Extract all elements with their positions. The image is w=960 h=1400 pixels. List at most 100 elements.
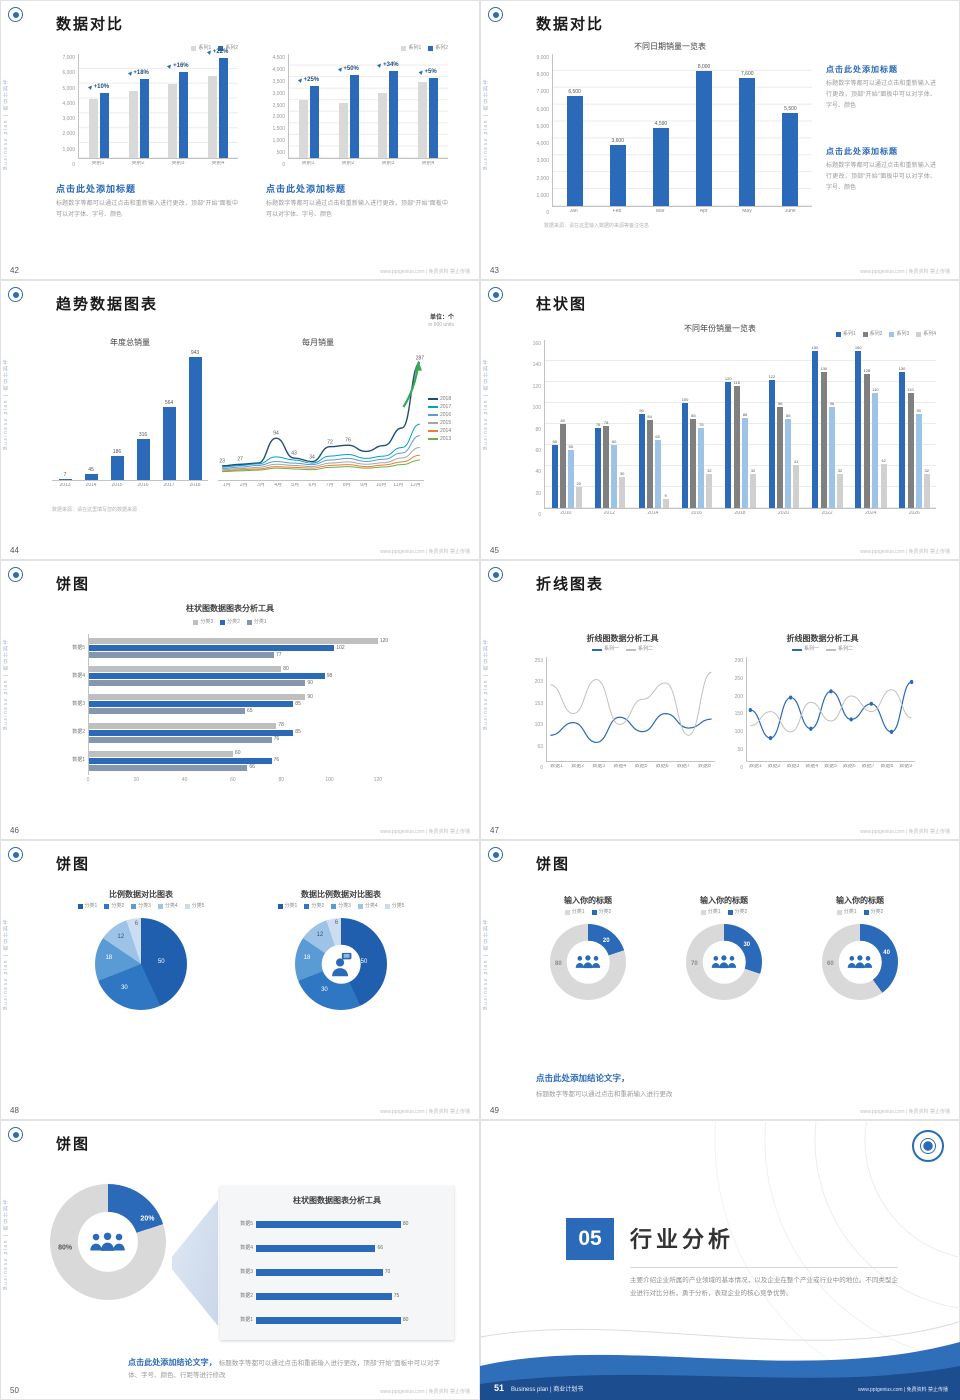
- grouped-bar-chart: 系列1 系列2 系列3 系列4 160 140 120 100 80 60 40 20 0 60 80 55 2…: [528, 331, 936, 518]
- bwrap: 4,590: [652, 54, 669, 206]
- arrow-up-icon: [377, 62, 383, 69]
- bar: [418, 81, 428, 158]
- x-tick: 0: [86, 777, 90, 783]
- bars: 4,590: [652, 54, 670, 206]
- people-icon: [575, 955, 601, 969]
- hline: 77: [88, 652, 402, 659]
- y-tick: 0: [282, 161, 285, 168]
- slide-45[interactable]: Business plan | 商业计划书 柱状图 不同年份销量一览表 系列1 系…: [480, 280, 960, 560]
- slide-44[interactable]: Business plan | 商业计划书 趋势数据图表 单位：个 in 900…: [0, 280, 480, 560]
- bar: [99, 92, 109, 158]
- slide-43[interactable]: Business plan | 商业计划书 数据对比 不同日期销量一览表 9,0…: [480, 0, 960, 280]
- watermark: www.pptgenius.com | 免费资料 禁止传播: [380, 269, 470, 275]
- bar-group: 120 116 86 32: [719, 340, 762, 508]
- legend-item: 分类4: [357, 904, 378, 909]
- bar: [812, 350, 818, 508]
- slide-51[interactable]: 05 行业分析 主要介绍企业所属的产业领域的基本情况，以及企业在整个产业或行业中…: [480, 1120, 960, 1400]
- arc: [814, 1120, 960, 1309]
- category-label: 数据1: [240, 1316, 253, 1323]
- bar: [88, 638, 378, 645]
- logo-icon: [8, 567, 23, 582]
- x-tick: 数据4: [613, 764, 627, 769]
- legend-swatch: [193, 620, 199, 625]
- vbody: 160 140 120 100 80 60 40 20 0 60 80 55 20 76 78 60 30 90 8…: [528, 340, 936, 518]
- donut-hole: [566, 940, 610, 984]
- text-block-right: 点击此处添加标题 标题数字等都可以通过点击和重新输入进行更改，顶部“开始”面板中…: [266, 182, 448, 221]
- slide-49[interactable]: Business plan | 商业计划书 饼图 输入你的标题 分类1 分类2 2…: [480, 840, 960, 1120]
- bar: [682, 403, 689, 508]
- person-icon: [329, 951, 353, 976]
- x-tick: 类别2: [131, 161, 145, 166]
- value-label: 122: [768, 373, 776, 379]
- x-tick: 类别4: [211, 161, 225, 166]
- value-label: 90: [916, 407, 921, 413]
- legend-label: 分类5: [391, 903, 405, 909]
- plot-area: 60 80 55 20 76 78 60 30 90 84 65 9 100 85 76 32 120 116 86…: [544, 340, 936, 509]
- annual-sales-bar-chart: 7 45 186 316 564 943 2013 2014 2015 2016 2017 2018: [52, 350, 208, 488]
- x-tick: 类别3: [381, 161, 395, 166]
- value-label: 78: [278, 722, 284, 729]
- x-tick: 2014: [647, 511, 659, 516]
- legend-item: 分类2: [104, 904, 124, 909]
- value-label: 80: [402, 1221, 409, 1228]
- slide-47[interactable]: Business plan | 商业计划书 折线图表 折线图数据分析工具 系列一…: [480, 560, 960, 840]
- bar: [638, 413, 645, 508]
- value-label: 150: [854, 344, 862, 350]
- legend-label: 系列3: [896, 331, 910, 337]
- bar-group: 5,500: [769, 54, 812, 206]
- bar: [777, 407, 784, 508]
- slide-50[interactable]: Business plan | 商业计划书 饼图 20% 80% 柱状图数据图表分…: [0, 1120, 480, 1400]
- x-tick: 2014: [85, 483, 97, 488]
- slide-46[interactable]: Business plan | 商业计划书 饼图 柱状图数据图表分析工具 分类3…: [0, 560, 480, 840]
- bars: 7: [58, 350, 73, 480]
- side-vertical-text: Business plan | 商业计划书: [483, 638, 489, 730]
- x-tick: 10月: [375, 483, 387, 488]
- legend-label: 分类1: [253, 619, 267, 625]
- plot-area: [746, 657, 915, 762]
- y-tick: 4,000: [536, 141, 549, 148]
- donut-chart: 20% 80%: [44, 1178, 172, 1300]
- legend-swatch: [862, 332, 868, 337]
- hbars: 80 98 90: [88, 666, 416, 687]
- slide-42[interactable]: Business plan | 商业计划书 数据对比 系列1 系列2 7,000 6,…: [0, 0, 480, 280]
- bars: 90 84 65 9: [638, 340, 670, 508]
- bar: [429, 78, 439, 158]
- donut-hole: [702, 940, 746, 984]
- bwrap: 3,600: [609, 54, 626, 206]
- chart-title: 不同年份销量一览表: [684, 324, 756, 333]
- text-block-bottom: 点击此处添加标题 标题数字等都可以通过点击和重新输入进行更改，顶部“开始”面板中…: [826, 146, 936, 193]
- legend-swatch: [104, 904, 110, 909]
- hline: 102: [88, 645, 402, 652]
- y-tick: 1,000: [536, 192, 549, 199]
- y-tick: 100: [734, 729, 743, 736]
- bwrap: [349, 54, 359, 158]
- unit-label: 单位：个: [429, 315, 454, 321]
- pie-chart: 50 30 18 12 6: [295, 918, 387, 1010]
- side-vertical-text: Business plan | 商业计划书: [3, 638, 9, 730]
- legend: 分类1 分类2: [520, 910, 656, 915]
- bar: [88, 757, 272, 764]
- chart-title: 比例数据对比图表: [109, 890, 173, 899]
- value-label: 80: [402, 1316, 409, 1323]
- marker-dot: [809, 726, 813, 731]
- slide-number: 47: [490, 826, 499, 835]
- x-axis: 0 20 40 60 80 100 120: [86, 775, 402, 784]
- slide-48[interactable]: Business plan | 商业计划书 饼图 比例数据对比图表 分类1 分类2…: [0, 840, 480, 1120]
- y-tick: 2,000: [536, 175, 549, 182]
- hline: 90: [88, 694, 402, 701]
- bwrap: [378, 54, 388, 158]
- y-tick: 3,000: [536, 158, 549, 165]
- y-tick: 2,500: [272, 102, 285, 109]
- bwrap: 32: [750, 340, 756, 508]
- x-axis: 数据1 数据2 数据3 数据4 数据5 数据6 数据7 数据8 数据9: [746, 762, 915, 769]
- x-tick: 数据6: [655, 764, 669, 769]
- y-tick: 2,000: [272, 114, 285, 121]
- hbars: 66: [256, 1244, 442, 1252]
- value-label: 98: [326, 672, 333, 679]
- x-tick: 2012: [603, 511, 615, 516]
- legend-item: 系列一: [591, 647, 619, 652]
- bwrap: 128: [864, 340, 870, 508]
- x-tick: 6月: [308, 483, 317, 488]
- bwrap: 42: [880, 340, 887, 508]
